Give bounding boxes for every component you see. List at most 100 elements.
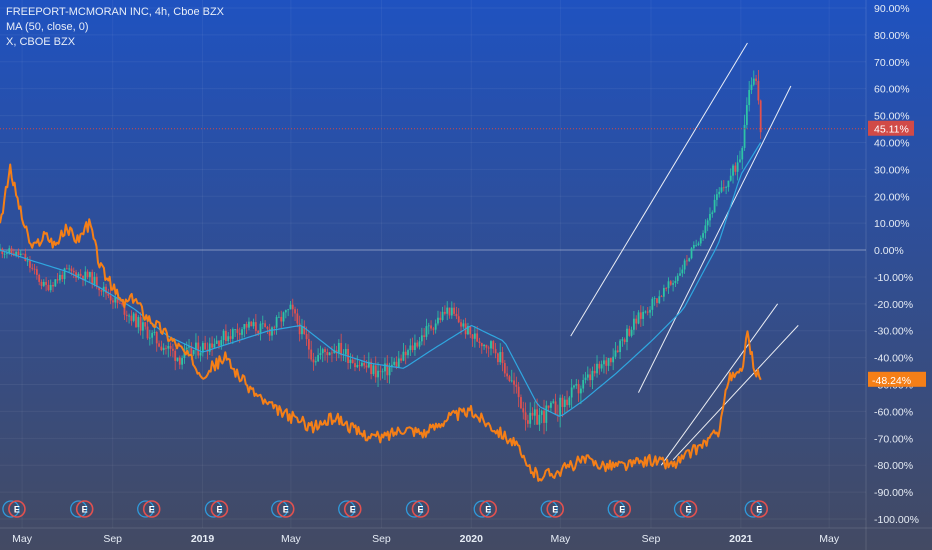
x-channel-upper[interactable]	[660, 303, 779, 466]
fcx-candle	[434, 323, 437, 330]
earnings-marker[interactable]: E	[204, 500, 229, 518]
trend-channels[interactable]	[570, 42, 799, 466]
fcx-candle	[361, 362, 363, 366]
fcx-candle	[467, 326, 469, 335]
earnings-marker[interactable]: E	[607, 500, 632, 518]
y-tick-label: 80.00%	[874, 30, 910, 42]
fcx-candle	[441, 311, 444, 320]
earnings-marker[interactable]: E	[673, 500, 698, 518]
fcx-candle	[245, 324, 248, 328]
earnings-marker[interactable]: E	[744, 500, 769, 518]
fcx-candle	[656, 298, 658, 303]
ma-indicator-label[interactable]: MA (50, close, 0)	[6, 21, 89, 33]
fcx-candle	[524, 412, 527, 421]
fcx-candle	[234, 329, 237, 330]
fcx-candle	[635, 318, 638, 324]
fcx-candle	[289, 304, 292, 310]
fcx-channel-upper[interactable]	[570, 42, 748, 337]
fcx-candle	[176, 357, 179, 361]
earnings-label: E	[283, 505, 289, 515]
fcx-candle	[165, 347, 167, 349]
fcx-candle	[130, 315, 133, 321]
compare-symbol-label[interactable]: X, CBOE BZX	[6, 36, 76, 48]
fcx-candle	[128, 315, 130, 317]
fcx-candle	[72, 271, 75, 273]
earnings-marker[interactable]: E	[271, 500, 295, 518]
fcx-candle	[227, 336, 230, 342]
fcx-candle	[195, 342, 197, 351]
fcx-candle	[273, 327, 276, 329]
fcx-candle	[600, 364, 603, 369]
earnings-ring-icon	[338, 500, 356, 518]
earnings-circle-icon	[411, 500, 430, 518]
fcx-candle	[416, 342, 419, 347]
fcx-candle	[61, 274, 64, 280]
fcx-candle	[448, 307, 451, 316]
fcx-candle	[745, 105, 748, 125]
fcx-candle	[261, 323, 264, 325]
fcx-candle	[326, 351, 329, 356]
fcx-candle	[22, 253, 24, 255]
fcx-candle	[153, 331, 156, 333]
fcx-candle	[384, 363, 386, 372]
fcx-candle	[3, 253, 6, 255]
fcx-candle	[185, 347, 188, 350]
earnings-marker[interactable]: E	[2, 500, 26, 518]
fcx-candle	[612, 356, 615, 363]
fcx-candle	[287, 309, 290, 311]
earnings-marker[interactable]: E	[70, 500, 94, 518]
x-channel-lower[interactable]	[672, 325, 799, 461]
fcx-candle	[425, 326, 428, 337]
fcx-candle	[54, 279, 57, 287]
earnings-label: E	[686, 505, 692, 515]
fcx-candle	[303, 325, 306, 335]
series-plot	[0, 70, 762, 482]
fcx-channel-lower[interactable]	[638, 85, 792, 393]
fcx-candle	[160, 346, 163, 351]
fcx-candle	[35, 269, 38, 275]
earnings-marker[interactable]: E	[405, 500, 430, 518]
fcx-candle	[266, 327, 269, 329]
x-price-label-bg	[868, 371, 926, 387]
fcx-candle	[0, 248, 1, 251]
earnings-marker[interactable]: E	[473, 500, 498, 518]
fcx-candle	[109, 295, 112, 301]
fcx-candle	[559, 397, 562, 417]
fcx-candle	[169, 345, 172, 349]
fcx-candle	[59, 274, 61, 281]
earnings-ring-icon	[204, 500, 223, 518]
fcx-candle	[264, 323, 266, 328]
fcx-candle	[229, 336, 232, 339]
fcx-candle	[577, 384, 580, 394]
fcx-candle	[686, 260, 688, 262]
fcx-candle	[540, 410, 543, 415]
fcx-candle	[478, 341, 481, 344]
symbol-title[interactable]: FREEPORT-MCMORAN INC, 4h, Cboe BZX	[6, 6, 225, 18]
earnings-ring-icon	[473, 500, 491, 518]
fcx-candle	[331, 352, 333, 354]
fcx-candle	[151, 332, 154, 338]
fcx-candle	[651, 298, 654, 310]
fcx-candle	[669, 281, 672, 285]
fcx-candle	[520, 397, 522, 409]
fcx-candle	[453, 307, 456, 314]
fcx-candle	[533, 409, 536, 416]
x-axis[interactable]: May Sep 2019 May Sep 2020 May Sep 2021 May	[12, 533, 840, 545]
fcx-candle	[349, 359, 352, 363]
y-axis[interactable]: 90.00% 80.00% 70.00% 60.00% 50.00% 40.00% 30.0…	[874, 3, 919, 526]
fcx-candle	[626, 328, 628, 343]
earnings-marker[interactable]: E	[137, 500, 161, 518]
fcx-candle	[552, 401, 555, 403]
fcx-candle	[430, 325, 432, 329]
y-tick-label: 50.00%	[874, 111, 910, 123]
earnings-ring-icon	[673, 500, 692, 518]
earnings-marker[interactable]: E	[540, 500, 565, 518]
fcx-candle	[222, 330, 225, 340]
fcx-candle	[522, 408, 525, 413]
fcx-candle	[720, 187, 723, 192]
earnings-marker[interactable]: E	[338, 500, 362, 518]
fcx-candle	[598, 363, 601, 369]
